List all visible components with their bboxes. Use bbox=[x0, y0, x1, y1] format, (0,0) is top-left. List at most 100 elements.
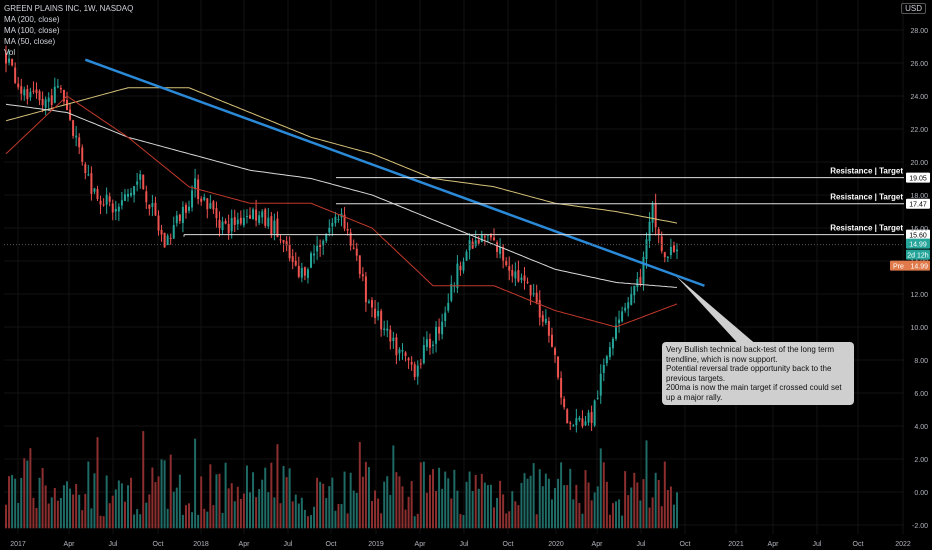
candle-body bbox=[535, 292, 538, 303]
candle-body bbox=[343, 214, 346, 229]
candle-body bbox=[136, 181, 139, 185]
volume-bar bbox=[611, 503, 614, 529]
currency-label: USD bbox=[901, 3, 926, 14]
candle-body bbox=[477, 239, 480, 244]
candle-body bbox=[627, 302, 630, 309]
x-tick-label: Jul bbox=[284, 541, 293, 548]
legend-ma100[interactable]: MA (100, close) bbox=[4, 26, 60, 35]
candle-body bbox=[450, 283, 453, 301]
volume-bar bbox=[56, 500, 59, 529]
legend-ma200[interactable]: MA (200, close) bbox=[4, 15, 60, 24]
volume-bar bbox=[596, 486, 599, 529]
candle-body bbox=[163, 232, 166, 248]
countdown-tag: 2d 12h bbox=[907, 253, 929, 260]
volume-bar bbox=[8, 476, 11, 529]
volume-bar bbox=[474, 474, 477, 529]
candle-body bbox=[142, 174, 145, 190]
candle-body bbox=[554, 348, 556, 355]
candle-body bbox=[672, 245, 675, 252]
volume-bar bbox=[221, 512, 224, 529]
volume-bar bbox=[581, 513, 584, 529]
candle-body bbox=[383, 328, 386, 330]
volume-bar bbox=[346, 513, 349, 529]
volume-bar bbox=[163, 460, 166, 529]
candle-body bbox=[346, 228, 349, 231]
candle-body bbox=[53, 86, 56, 103]
candle-body bbox=[639, 276, 642, 284]
volume-bar bbox=[608, 514, 611, 529]
candle-body bbox=[117, 206, 120, 212]
candle-body bbox=[572, 425, 575, 427]
candle-body bbox=[337, 218, 340, 220]
volume-bar bbox=[633, 472, 636, 529]
candle-body bbox=[517, 269, 520, 282]
volume-bar bbox=[627, 495, 630, 529]
candle-body bbox=[255, 209, 258, 221]
volume-bar bbox=[642, 479, 645, 529]
volume-bar bbox=[249, 492, 251, 529]
annotation-line: previous targets. bbox=[666, 373, 726, 383]
x-tick-label: Oct bbox=[680, 541, 691, 548]
volume-bar bbox=[419, 462, 422, 529]
pre-tag-label: Pre bbox=[893, 264, 904, 271]
y-tick-label: 26.00 bbox=[910, 61, 928, 68]
volume-bar bbox=[261, 479, 264, 529]
volume-bar bbox=[496, 497, 499, 529]
volume-bar bbox=[639, 500, 642, 529]
candle-body bbox=[59, 87, 62, 90]
candle-body bbox=[200, 198, 203, 202]
candle-body bbox=[456, 263, 459, 289]
y-tick-label: 20.00 bbox=[910, 160, 928, 167]
volume-bar bbox=[215, 474, 218, 529]
y-tick-label: 28.00 bbox=[910, 28, 928, 35]
volume-bar bbox=[288, 468, 291, 529]
candle-body bbox=[160, 229, 163, 235]
volume-bar bbox=[279, 503, 282, 529]
candle-body bbox=[127, 193, 129, 197]
volume-bar bbox=[477, 488, 480, 529]
candle-body bbox=[483, 236, 486, 238]
volume-bar bbox=[32, 497, 35, 529]
volume-bar bbox=[203, 508, 206, 529]
candle-body bbox=[151, 203, 154, 207]
candle-body bbox=[493, 237, 495, 240]
volume-bar bbox=[310, 515, 312, 529]
volume-bar bbox=[480, 473, 483, 529]
volume-bar bbox=[93, 473, 96, 529]
pre-tag-value: 14.99 bbox=[910, 264, 928, 271]
candle-body bbox=[676, 249, 678, 252]
volume-bar bbox=[435, 491, 438, 529]
volume-bar bbox=[120, 483, 123, 529]
volume-bar bbox=[563, 485, 566, 529]
candle-body bbox=[93, 188, 96, 192]
candle-body bbox=[514, 271, 517, 279]
volume-bar bbox=[428, 474, 431, 529]
legend-ma50[interactable]: MA (50, close) bbox=[4, 37, 56, 46]
candle-body bbox=[17, 83, 20, 88]
volume-bar bbox=[383, 481, 386, 529]
candle-body bbox=[56, 85, 59, 88]
candle-body bbox=[410, 362, 413, 365]
volume-bar bbox=[50, 497, 53, 529]
candle-body bbox=[380, 310, 383, 330]
candle-body bbox=[166, 235, 169, 246]
volume-bar bbox=[636, 482, 639, 529]
x-tick-label: Oct bbox=[153, 541, 164, 548]
candle-body bbox=[14, 67, 17, 83]
candle-body bbox=[584, 421, 587, 426]
candle-body bbox=[120, 200, 123, 206]
candle-body bbox=[486, 234, 489, 236]
candle-body bbox=[404, 352, 407, 356]
callout-pointer bbox=[676, 276, 758, 350]
volume-bar bbox=[20, 477, 23, 529]
volume-bar bbox=[328, 486, 331, 529]
volume-bar bbox=[90, 508, 93, 529]
candle-body bbox=[191, 190, 194, 208]
volume-bar bbox=[486, 485, 489, 529]
x-tick-label: Jul bbox=[813, 541, 822, 548]
volume-bar bbox=[66, 481, 68, 529]
volume-bar bbox=[267, 492, 270, 529]
legend-vol[interactable]: Vol bbox=[4, 48, 16, 57]
candle-body bbox=[425, 339, 428, 348]
